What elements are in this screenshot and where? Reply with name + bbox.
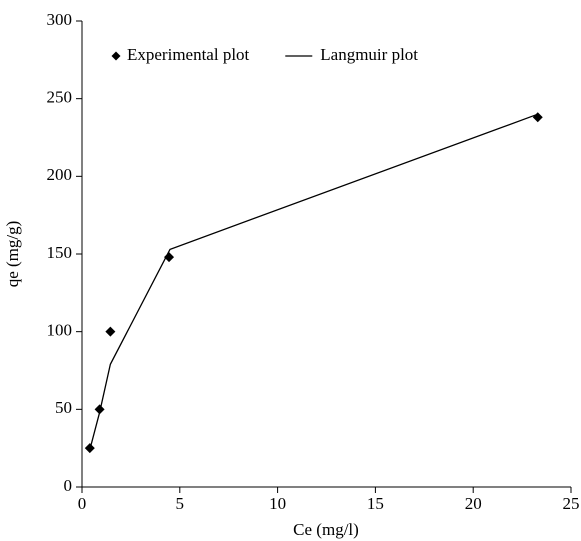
y-tick-label: 50: [55, 398, 72, 417]
x-tick-label: 0: [78, 494, 87, 513]
data-point: [94, 404, 105, 415]
data-point: [105, 326, 116, 337]
x-axis-label: Ce (mg/l): [293, 520, 359, 539]
y-tick-label: 300: [47, 10, 73, 29]
y-axis-label: qe (mg/g): [3, 221, 22, 288]
x-tick-label: 15: [367, 494, 384, 513]
y-tick-label: 200: [47, 165, 73, 184]
y-tick-label: 250: [47, 88, 73, 107]
x-tick-label: 20: [465, 494, 482, 513]
data-line: [89, 113, 538, 450]
legend-label: Langmuir plot: [320, 45, 418, 64]
x-tick-label: 5: [176, 494, 185, 513]
legend-marker: [111, 51, 121, 61]
x-tick-label: 10: [269, 494, 286, 513]
y-tick-label: 0: [64, 476, 73, 495]
legend-label: Experimental plot: [127, 45, 250, 64]
y-tick-label: 150: [47, 243, 73, 262]
data-point: [532, 112, 543, 123]
x-tick-label: 25: [563, 494, 580, 513]
data-point: [164, 252, 175, 263]
y-tick-label: 100: [47, 321, 73, 340]
